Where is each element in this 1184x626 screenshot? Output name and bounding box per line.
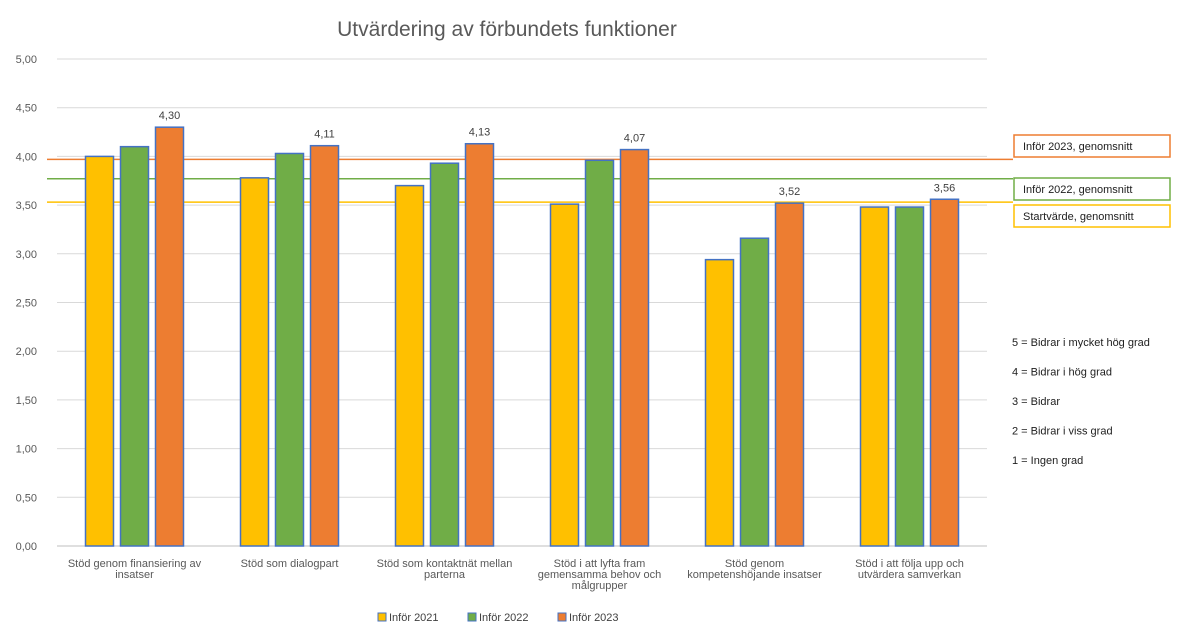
legend-swatch [557,612,567,622]
average-label-box [1013,177,1171,201]
bar [464,142,495,547]
x-category-label: Stöd i att följa upp och [855,558,964,570]
bar [84,155,115,547]
data-label: 4,30 [159,110,180,122]
y-tick-label: 4,50 [16,103,37,115]
scale-legend-item: 3 = Bidrar [1012,396,1060,408]
chart-title: Utvärdering av förbundets funktioner [337,18,677,41]
bar [309,144,340,547]
bar [429,162,460,547]
y-tick-label: 1,00 [16,444,37,456]
average-label: Inför 2022, genomsnitt [1023,184,1132,196]
scale-legend-item: 1 = Ingen grad [1012,455,1083,467]
bar [929,198,960,547]
bar [394,184,425,547]
x-category-label: insatser [115,569,154,581]
legend-label: Inför 2022 [479,612,529,624]
x-category-label: Stöd genom finansiering av [68,558,202,570]
y-tick-label: 2,00 [16,346,37,358]
x-category-label: Stöd som dialogpart [241,558,339,570]
bar [619,148,650,547]
data-label: 4,11 [314,129,335,141]
x-category-label: Stöd som kontaktnät mellan [377,558,513,570]
x-category-label: gemensamma behov och [538,569,662,581]
bar [274,152,305,547]
bar [584,159,615,547]
x-category-label: målgrupper [572,580,628,592]
scale-legend-item: 4 = Bidrar i hög grad [1012,367,1112,379]
bar [739,237,770,547]
scale-legend-item: 5 = Bidrar i mycket hög grad [1012,337,1150,349]
y-tick-label: 2,50 [16,298,37,310]
x-category-label: Stöd i att lyfta fram [554,558,646,570]
legend-swatch [467,612,477,622]
y-tick-label: 3,00 [16,249,37,261]
x-category-label: parterna [424,569,466,581]
x-category-label: Stöd genom [725,558,784,570]
average-label: Startvärde, genomsnitt [1023,211,1134,223]
legend-label: Inför 2021 [389,612,439,624]
y-tick-label: 0,00 [16,541,37,553]
bar [774,202,805,547]
x-category-label: kompetenshöjande insatser [687,569,822,581]
average-label-box [1013,204,1171,228]
bar [119,145,150,547]
scale-legend-item: 2 = Bidrar i viss grad [1012,426,1113,438]
y-tick-label: 3,50 [16,200,37,212]
bar [704,258,735,547]
average-label: Inför 2023, genomsnitt [1023,141,1132,153]
bar [859,206,890,547]
x-category-label: utvärdera samverkan [858,569,961,581]
data-label: 4,13 [469,127,490,139]
y-tick-label: 1,50 [16,395,37,407]
y-tick-label: 5,00 [16,54,37,66]
legend-label: Inför 2023 [569,612,619,624]
data-label: 3,52 [779,186,800,198]
y-tick-label: 0,50 [16,492,37,504]
data-label: 3,56 [934,182,955,194]
average-label-box [1013,134,1171,158]
bar [894,206,925,547]
bar [154,126,185,547]
y-tick-label: 4,00 [16,151,37,163]
data-label: 4,07 [624,133,645,145]
legend-swatch [377,612,387,622]
bar [549,203,580,547]
bar [239,177,270,547]
